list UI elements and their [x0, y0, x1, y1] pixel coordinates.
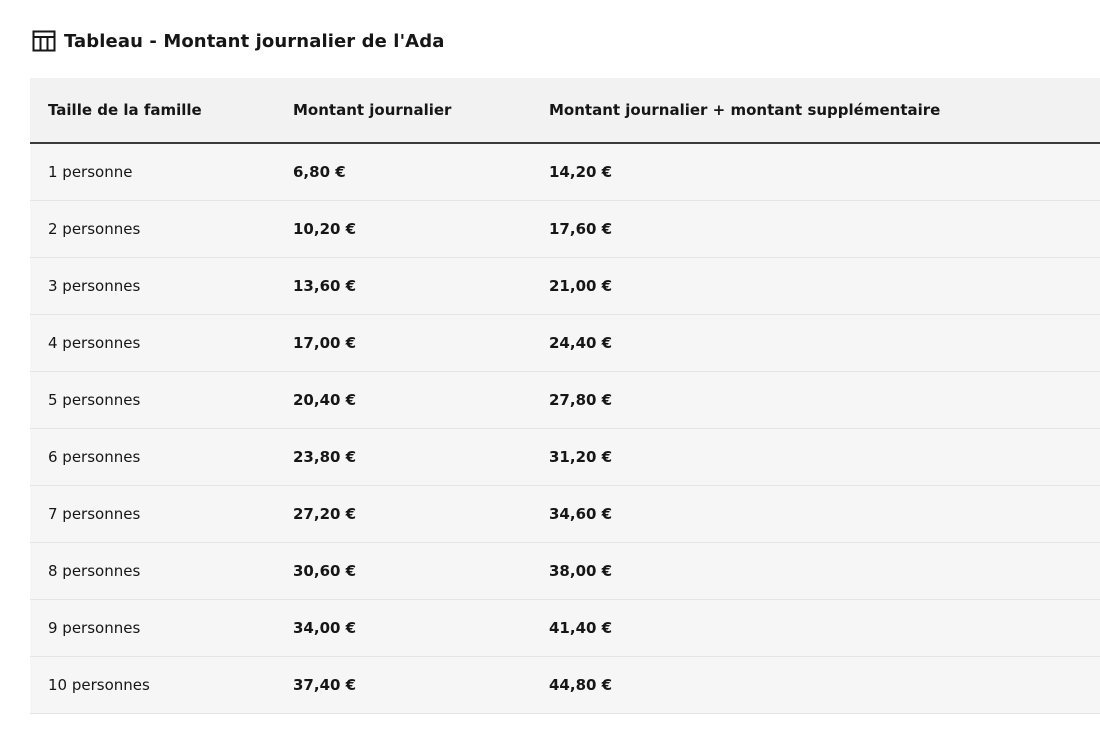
cell-daily-plus-supplement: 34,60 €	[531, 485, 1100, 543]
table-icon	[32, 30, 56, 52]
cell-daily-plus-supplement: 38,00 €	[531, 542, 1100, 600]
column-header-daily-plus-supplement: Montant journalier + montant supplémenta…	[531, 78, 1100, 144]
table-header: Taille de la famille Montant journalier …	[30, 78, 1100, 144]
cell-family-size: 4 personnes	[30, 314, 275, 372]
table-title: Tableau - Montant journalier de l'Ada	[64, 30, 445, 52]
cell-daily-plus-supplement: 31,20 €	[531, 428, 1100, 486]
table-caption: Tableau - Montant journalier de l'Ada	[32, 30, 444, 52]
table-row: 3 personnes 13,60 €21,00 €	[30, 257, 1100, 315]
cell-family-size: 10 personnes	[30, 656, 275, 714]
cell-family-size: 7 personnes	[30, 485, 275, 543]
table-row: 6 personnes 23,80 €31,20 €	[30, 428, 1100, 486]
table-row: 7 personnes 27,20 €34,60 €	[30, 485, 1100, 543]
cell-daily-amount: 37,40 €	[275, 656, 531, 714]
table-row: 1 personne 6,80 €14,20 €	[30, 143, 1100, 201]
column-header-family-size: Taille de la famille	[30, 78, 275, 144]
cell-family-size: 9 personnes	[30, 599, 275, 657]
cell-daily-plus-supplement: 24,40 €	[531, 314, 1100, 372]
column-header-daily-amount: Montant journalier	[275, 78, 531, 144]
table-row: 9 personnes 34,00 €41,40 €	[30, 599, 1100, 657]
cell-daily-plus-supplement: 14,20 €	[531, 143, 1100, 201]
table-body: 1 personne 6,80 €14,20 €2 personnes 10,20 …	[30, 143, 1100, 714]
cell-family-size: 8 personnes	[30, 542, 275, 600]
cell-daily-amount: 34,00 €	[275, 599, 531, 657]
cell-family-size: 1 personne	[30, 143, 275, 201]
data-table-container: Taille de la famille Montant journalier …	[30, 78, 1100, 714]
cell-daily-amount: 27,20 €	[275, 485, 531, 543]
cell-daily-plus-supplement: 27,80 €	[531, 371, 1100, 429]
cell-daily-amount: 30,60 €	[275, 542, 531, 600]
table-row: 10 personnes 37,40 €44,80 €	[30, 656, 1100, 714]
cell-daily-plus-supplement: 41,40 €	[531, 599, 1100, 657]
table-row: 4 personnes 17,00 €24,40 €	[30, 314, 1100, 372]
cell-family-size: 3 personnes	[30, 257, 275, 315]
cell-daily-amount: 20,40 €	[275, 371, 531, 429]
header-row: Taille de la famille Montant journalier …	[30, 78, 1100, 144]
cell-daily-amount: 17,00 €	[275, 314, 531, 372]
cell-daily-plus-supplement: 17,60 €	[531, 200, 1100, 258]
cell-family-size: 2 personnes	[30, 200, 275, 258]
cell-daily-plus-supplement: 21,00 €	[531, 257, 1100, 315]
cell-family-size: 6 personnes	[30, 428, 275, 486]
table-row: 5 personnes 20,40 €27,80 €	[30, 371, 1100, 429]
cell-daily-plus-supplement: 44,80 €	[531, 656, 1100, 714]
cell-daily-amount: 13,60 €	[275, 257, 531, 315]
cell-daily-amount: 10,20 €	[275, 200, 531, 258]
cell-family-size: 5 personnes	[30, 371, 275, 429]
table-row: 8 personnes 30,60 €38,00 €	[30, 542, 1100, 600]
ada-amount-table: Taille de la famille Montant journalier …	[30, 78, 1100, 714]
cell-daily-amount: 23,80 €	[275, 428, 531, 486]
table-row: 2 personnes 10,20 €17,60 €	[30, 200, 1100, 258]
cell-daily-amount: 6,80 €	[275, 143, 531, 201]
